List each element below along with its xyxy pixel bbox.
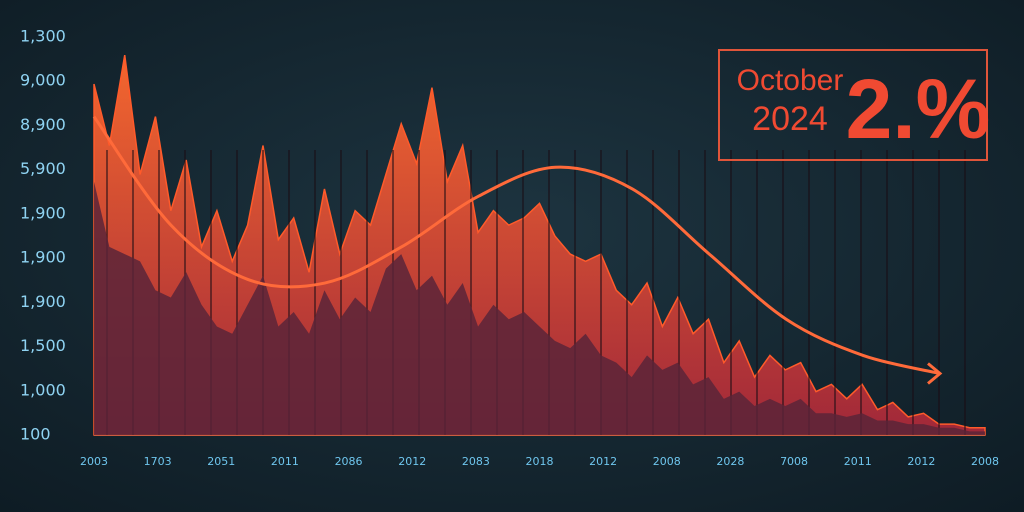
x-tick-label: 2083 xyxy=(462,455,490,468)
y-tick-label: 1,300 xyxy=(20,27,66,46)
callout-value: 2.% xyxy=(846,62,991,156)
x-tick-label: 2028 xyxy=(716,455,744,468)
x-tick-label: 2012 xyxy=(907,455,935,468)
x-tick-label: 2011 xyxy=(844,455,872,468)
x-tick-label: 2003 xyxy=(80,455,108,468)
y-tick-label: 1,900 xyxy=(20,292,66,311)
callout-month: October xyxy=(737,64,844,97)
x-tick-label: 2008 xyxy=(653,455,681,468)
y-tick-label: 100 xyxy=(20,425,51,444)
x-tick-label: 2018 xyxy=(526,455,554,468)
x-tick-label: 2011 xyxy=(271,455,299,468)
y-tick-label: 1,900 xyxy=(20,248,66,267)
x-tick-label: 1703 xyxy=(144,455,172,468)
callout-year: 2024 xyxy=(752,100,828,138)
y-tick-label: 1,500 xyxy=(20,336,66,355)
trend-line xyxy=(92,115,941,375)
y-tick-label: 1,000 xyxy=(20,380,66,399)
y-tick-label: 9,000 xyxy=(20,71,66,90)
callout-box xyxy=(718,49,988,161)
x-tick-label: 2051 xyxy=(207,455,235,468)
x-tick-label: 2008 xyxy=(971,455,999,468)
x-tick-label: 2012 xyxy=(589,455,617,468)
trend-arrow xyxy=(927,362,943,385)
y-tick-label: 8,900 xyxy=(20,115,66,134)
x-tick-label: 2086 xyxy=(335,455,363,468)
y-tick-label: 1,900 xyxy=(20,203,66,222)
x-tick-label: 7008 xyxy=(780,455,808,468)
x-tick-label: 2012 xyxy=(398,455,426,468)
area xyxy=(94,181,985,435)
y-tick-label: 5,900 xyxy=(20,159,66,178)
